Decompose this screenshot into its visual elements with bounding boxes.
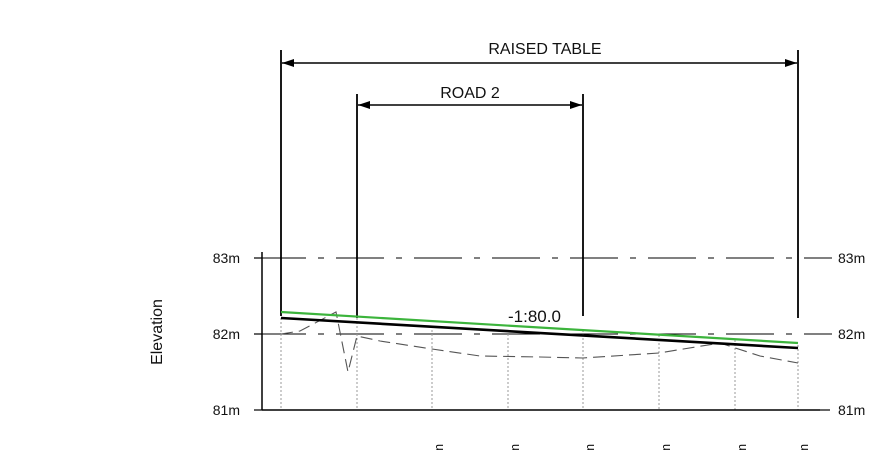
x-tick-label: 0m — [582, 444, 597, 450]
raised-table-label: RAISED TABLE — [488, 41, 601, 58]
road-label: ROAD 2 — [440, 85, 500, 102]
right-tick-label: 82m — [838, 326, 865, 342]
y-tick-label: 83m — [213, 250, 240, 266]
grade-label: -1:80.0 — [508, 307, 561, 326]
x-tick-label: 5m — [658, 444, 673, 450]
y-tick-label: 82m — [213, 326, 240, 342]
right-tick-label: 83m — [838, 250, 865, 266]
y-axis-title: Elevation — [149, 299, 166, 365]
design-grade-line — [280, 310, 799, 345]
x-tick-label: 0m — [431, 444, 446, 450]
station-lines — [280, 318, 799, 410]
x-tick-label: 4m — [796, 444, 811, 450]
profile-line — [280, 316, 799, 350]
y-tick-label: 81m — [213, 402, 240, 418]
x-tick-label: 5m — [507, 444, 522, 450]
x-tick-label: 0m — [734, 444, 749, 450]
right-tick-label: 81m — [838, 402, 865, 418]
existing-ground-line — [280, 311, 799, 373]
